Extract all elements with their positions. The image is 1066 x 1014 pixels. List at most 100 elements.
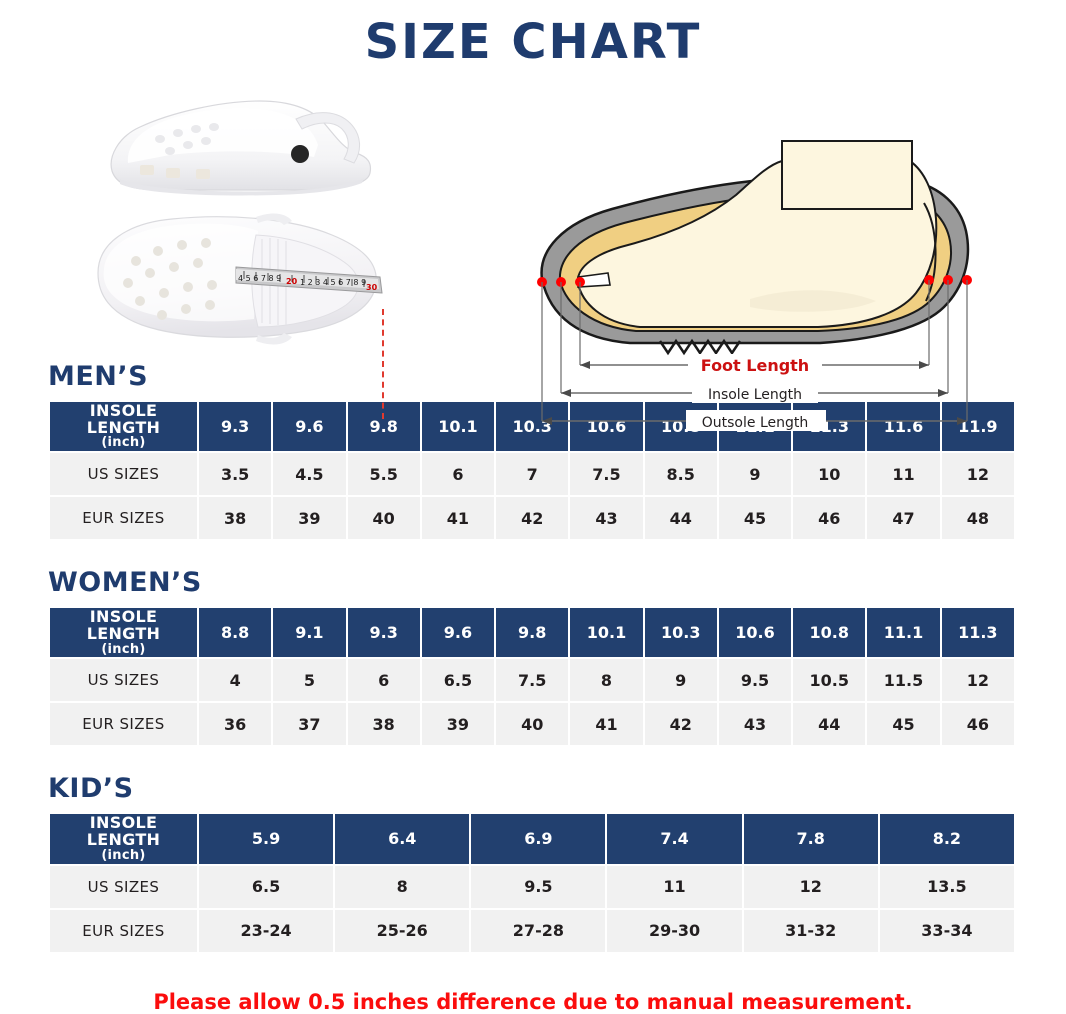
dimension-outsole-length: Outsole Length [542, 409, 967, 431]
insole-length-cell: 10.6 [570, 401, 643, 452]
hero-illustrations: 4 5 6 7 8 9 20 1 2 3 4 5 6 7 8 9 30 [0, 69, 1066, 431]
eur-size-cell: 42 [496, 497, 569, 540]
insole-length-cell: 7.8 [743, 814, 878, 864]
us-size-cell: 6 [421, 453, 495, 496]
footnote-measurement-disclaimer: Please allow 0.5 inches difference due t… [153, 989, 913, 1014]
insole-length-cell: 11.3 [941, 608, 1014, 658]
insole-length-header: INSOLE LENGTH (inch) [50, 814, 197, 864]
insole-length-cell: 9.1 [273, 608, 346, 658]
table-row: EUR SIZES 23-24 25-26 27-28 29-30 31-32 33-34 [50, 909, 1014, 952]
table-row: EUR SIZES 38 39 40 41 42 43 44 45 46 47 48 [50, 497, 1014, 540]
insole-length-cell: 6.9 [471, 814, 606, 864]
eur-size-cell: 38 [347, 703, 420, 746]
us-size-cell: 8 [335, 865, 470, 908]
measurement-guide-line [382, 308, 384, 419]
reference-dots-heel [924, 274, 972, 285]
eur-size-cell: 46 [793, 497, 866, 540]
eur-size-cell: 41 [421, 497, 495, 540]
table-row: US SIZES 3.5 4.5 5.5 6 7 7.5 8.5 9 10 11 12 [50, 453, 1014, 496]
insole-length-cell: 5.9 [199, 814, 334, 864]
eur-size-cell: 39 [273, 497, 346, 540]
insole-length-label: Insole Length [708, 387, 802, 403]
foot-measurement-diagram: Foot Length Insole Length Outsole Length [520, 131, 990, 436]
us-size-cell: 11 [607, 865, 742, 908]
us-size-cell: 11 [867, 453, 940, 496]
eur-size-cell: 45 [718, 497, 792, 540]
insole-length-cell: 10.1 [570, 608, 643, 658]
size-table-body-kids: INSOLE LENGTH (inch) 5.9 6.4 6.9 7.4 7.8 8.2 US … [50, 814, 1014, 952]
us-size-cell: 5.5 [347, 453, 420, 496]
us-size-cell: 9 [718, 453, 792, 496]
us-size-cell: 12 [743, 865, 878, 908]
us-size-cell: 6.5 [421, 659, 495, 702]
table-row: US SIZES 6.5 8 9.5 11 12 13.5 [50, 865, 1014, 908]
us-size-cell: 6.5 [199, 865, 334, 908]
eur-size-cell: 44 [793, 703, 866, 746]
section-title-womens: WOMEN’S [48, 567, 202, 599]
insole-length-cell: 9.6 [421, 608, 495, 658]
eur-size-cell: 39 [421, 703, 495, 746]
eur-size-cell: 44 [644, 497, 717, 540]
clog-photo-group: 4 5 6 7 8 9 20 1 2 3 4 5 6 7 8 9 30 [60, 61, 500, 419]
insole-length-cell: 10.6 [718, 608, 792, 658]
section-womens: WOMEN’S INSOLE LENGTH (inch) 8.8 9.1 9.3 9.6 9… [0, 567, 1066, 747]
eur-size-cell: 40 [347, 497, 420, 540]
measuring-tape: 4 5 6 7 8 9 20 1 2 3 4 5 6 7 8 9 30 [235, 266, 383, 294]
section-title-mens: MEN’S [48, 360, 149, 392]
us-size-cell: 5 [273, 659, 346, 702]
insole-length-unit: (inch) [101, 641, 146, 657]
eur-size-cell: 37 [273, 703, 346, 746]
dimension-foot-length: Foot Length [580, 353, 929, 376]
table-header-row: INSOLE LENGTH (inch) 5.9 6.4 6.9 7.4 7.8 8.2 [50, 814, 1014, 864]
insole-length-cell: 9.3 [347, 608, 420, 658]
us-size-cell: 13.5 [879, 865, 1014, 908]
us-size-cell: 9.5 [471, 865, 606, 908]
svg-text:30: 30 [366, 283, 378, 292]
row-label-us: US SIZES [50, 453, 197, 496]
table-row: US SIZES 4 5 6 6.5 7.5 8 9 9.5 10.5 11.5 12 [50, 659, 1014, 702]
eur-size-cell: 40 [496, 703, 569, 746]
eur-size-cell: 29-30 [607, 909, 742, 952]
clog-side-view-image [110, 100, 372, 196]
svg-text:1 2 3 4 5 6 7 8 9: 1 2 3 4 5 6 7 8 9 [300, 278, 366, 287]
clog-top-view-image: 4 5 6 7 8 9 20 1 2 3 4 5 6 7 8 9 30 [97, 213, 383, 345]
insole-length-header: INSOLE LENGTH (inch) [50, 608, 197, 658]
us-size-cell: 11.5 [867, 659, 940, 702]
us-size-cell: 12 [941, 659, 1014, 702]
page-title: SIZE CHART [364, 14, 702, 70]
us-size-cell: 7.5 [570, 453, 643, 496]
eur-size-cell: 42 [644, 703, 717, 746]
svg-text:4 5 6 7 8 9: 4 5 6 7 8 9 [238, 274, 281, 283]
insole-length-cell: 9.8 [496, 608, 569, 658]
us-size-cell: 4.5 [273, 453, 346, 496]
section-title-kids: KID’S [48, 773, 134, 805]
size-table-kids: INSOLE LENGTH (inch) 5.9 6.4 6.9 7.4 7.8 8.2 US … [48, 812, 1016, 953]
us-size-cell: 10 [793, 453, 866, 496]
size-table-body-womens: INSOLE LENGTH (inch) 8.8 9.1 9.3 9.6 9.8 10.1 10… [50, 608, 1014, 746]
insole-length-cell: 10.8 [793, 608, 866, 658]
us-size-cell: 3.5 [199, 453, 272, 496]
insole-length-cell: 10.1 [421, 401, 495, 452]
eur-size-cell: 41 [570, 703, 643, 746]
insole-length-cell: 11.6 [867, 401, 940, 452]
eur-size-cell: 31-32 [743, 909, 878, 952]
us-size-cell: 9.5 [718, 659, 792, 702]
eur-size-cell: 38 [199, 497, 272, 540]
svg-text:20: 20 [286, 277, 298, 286]
us-size-cell: 6 [347, 659, 420, 702]
eur-size-cell: 46 [941, 703, 1014, 746]
row-label-eur: EUR SIZES [50, 909, 197, 952]
eur-size-cell: 33-34 [879, 909, 1014, 952]
eur-size-cell: 43 [718, 703, 792, 746]
outsole-length-label: Outsole Length [702, 415, 808, 431]
row-label-us: US SIZES [50, 659, 197, 702]
section-kids: KID’S INSOLE LENGTH (inch) 5.9 6.4 6.9 7.4 7.8… [0, 773, 1066, 953]
insole-length-cell: 9.3 [199, 401, 272, 452]
insole-length-unit: (inch) [101, 435, 146, 451]
insole-length-unit: (inch) [101, 847, 146, 863]
eur-size-cell: 23-24 [199, 909, 334, 952]
insole-length-cell: 8.2 [879, 814, 1014, 864]
eur-size-cell: 45 [867, 703, 940, 746]
row-label-eur: EUR SIZES [50, 703, 197, 746]
insole-length-cell: 10.3 [496, 401, 569, 452]
